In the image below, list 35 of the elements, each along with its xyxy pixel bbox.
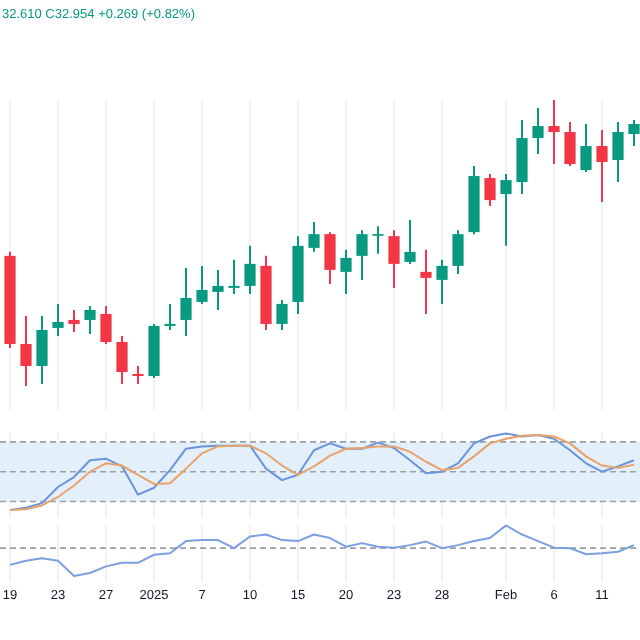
candlestick	[548, 99, 560, 166]
candlestick	[116, 334, 128, 385]
candlestick	[100, 304, 112, 345]
candlestick	[436, 258, 448, 305]
candlestick	[420, 248, 432, 315]
candlestick	[340, 248, 352, 295]
candlestick	[36, 314, 48, 385]
candlestick	[372, 225, 384, 255]
candlestick	[628, 119, 640, 148]
candlestick	[84, 304, 96, 335]
candlestick	[244, 244, 256, 295]
candlestick	[68, 308, 80, 333]
candlestick	[308, 221, 320, 253]
candlestick	[276, 298, 288, 331]
candlestick	[20, 314, 32, 387]
candlestick	[132, 364, 144, 385]
candlestick	[404, 219, 416, 265]
candlestick	[532, 107, 544, 156]
candlestick	[500, 173, 512, 247]
candlestick	[212, 268, 224, 311]
candlestick	[596, 129, 608, 204]
candlestick	[180, 266, 192, 337]
candlestick	[564, 121, 576, 168]
candlestick	[612, 121, 624, 184]
candlestick	[324, 231, 336, 285]
candlestick	[484, 173, 496, 208]
candlestick	[228, 258, 240, 295]
candlestick	[164, 302, 176, 331]
candlestick	[388, 229, 400, 289]
candlestick	[52, 302, 64, 337]
candlestick	[516, 119, 528, 196]
candlestick	[452, 229, 464, 275]
candlestick	[356, 229, 368, 281]
candlestick	[580, 123, 592, 174]
candlestick	[196, 264, 208, 305]
